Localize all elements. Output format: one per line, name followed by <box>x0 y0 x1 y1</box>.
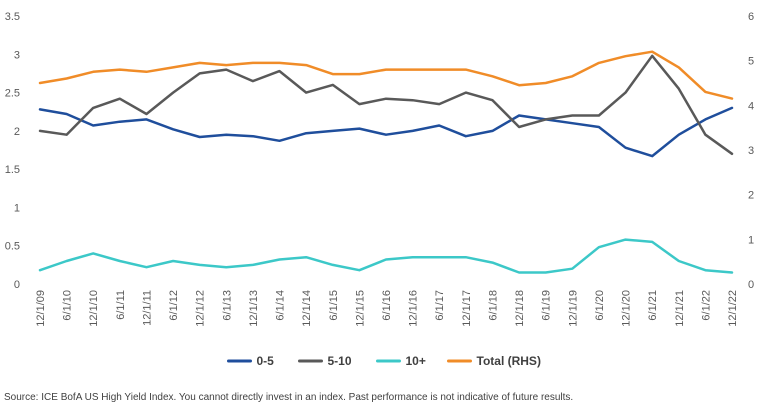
left-tick-label: 3.5 <box>5 11 20 23</box>
x-tick-label: 12/1/10 <box>88 290 100 327</box>
right-axis: 0 1 2 3 4 5 6 <box>748 11 754 291</box>
x-tick-label: 6/1/12 <box>168 290 180 321</box>
legend: 0-5 5-10 10+ Total (RHS) <box>227 354 541 368</box>
x-tick-label: 6/1/15 <box>328 290 340 321</box>
series-line-5-10 <box>38 54 734 156</box>
series-line-total-rhs <box>38 50 734 100</box>
right-tick-label: 1 <box>748 234 754 246</box>
left-tick-label: 1 <box>14 202 20 214</box>
x-tick-label: 12/1/17 <box>461 290 473 327</box>
legend-label: Total (RHS) <box>477 354 541 368</box>
left-tick-label: 0.5 <box>5 241 20 253</box>
x-tick-label: 12/1/12 <box>195 290 207 327</box>
x-tick-label: 6/1/10 <box>62 290 74 321</box>
x-tick-label: 12/1/21 <box>674 290 686 327</box>
x-tick-label: 12/1/20 <box>621 290 633 327</box>
x-tick-label: 12/1/15 <box>354 290 366 327</box>
x-tick-label: 6/1/16 <box>381 290 393 321</box>
plot-area <box>38 50 734 274</box>
x-tick-label: 12/1/19 <box>567 290 579 327</box>
x-tick-label: 6/1/13 <box>221 290 233 321</box>
x-tick-label: 12/1/16 <box>408 290 420 327</box>
right-tick-label: 3 <box>748 145 754 157</box>
left-tick-label: 2.5 <box>5 88 20 100</box>
series-line-0-5 <box>38 106 734 158</box>
x-tick-label: 12/1/13 <box>248 290 260 327</box>
x-tick-label: 6/1/20 <box>594 290 606 321</box>
x-axis: 12/1/09 6/1/10 12/1/10 6/1/11 12/1/11 6/1/12 1… <box>35 290 739 327</box>
left-tick-label: 0 <box>14 279 20 291</box>
left-tick-label: 3 <box>14 49 20 61</box>
x-tick-label: 6/1/21 <box>647 290 659 321</box>
x-tick-label: 6/1/11 <box>115 290 127 320</box>
legend-label: 5-10 <box>328 354 352 368</box>
source-note: Source: ICE BofA US High Yield Index. Yo… <box>4 392 574 403</box>
series-line-10 <box>38 238 734 274</box>
left-tick-label: 1.5 <box>5 164 20 176</box>
x-tick-label: 6/1/18 <box>487 290 499 321</box>
right-tick-label: 4 <box>748 100 754 112</box>
x-tick-label: 6/1/22 <box>700 290 712 321</box>
left-tick-label: 2 <box>14 126 20 138</box>
left-axis: 0 0.5 1 1.5 2 2.5 3 3.5 <box>5 11 20 291</box>
right-tick-label: 2 <box>748 190 754 202</box>
right-tick-label: 6 <box>748 11 754 23</box>
legend-label: 10+ <box>406 354 426 368</box>
x-tick-label: 6/1/19 <box>541 290 553 321</box>
x-tick-label: 6/1/17 <box>434 290 446 321</box>
legend-label: 0-5 <box>257 354 275 368</box>
x-tick-label: 12/1/11 <box>141 290 153 326</box>
x-tick-label: 12/1/09 <box>35 290 47 327</box>
x-tick-label: 12/1/22 <box>727 290 739 327</box>
x-tick-label: 12/1/18 <box>514 290 526 327</box>
right-tick-label: 5 <box>748 56 754 68</box>
right-tick-label: 0 <box>748 279 754 291</box>
x-tick-label: 12/1/14 <box>301 290 313 327</box>
x-tick-label: 6/1/14 <box>275 290 287 321</box>
